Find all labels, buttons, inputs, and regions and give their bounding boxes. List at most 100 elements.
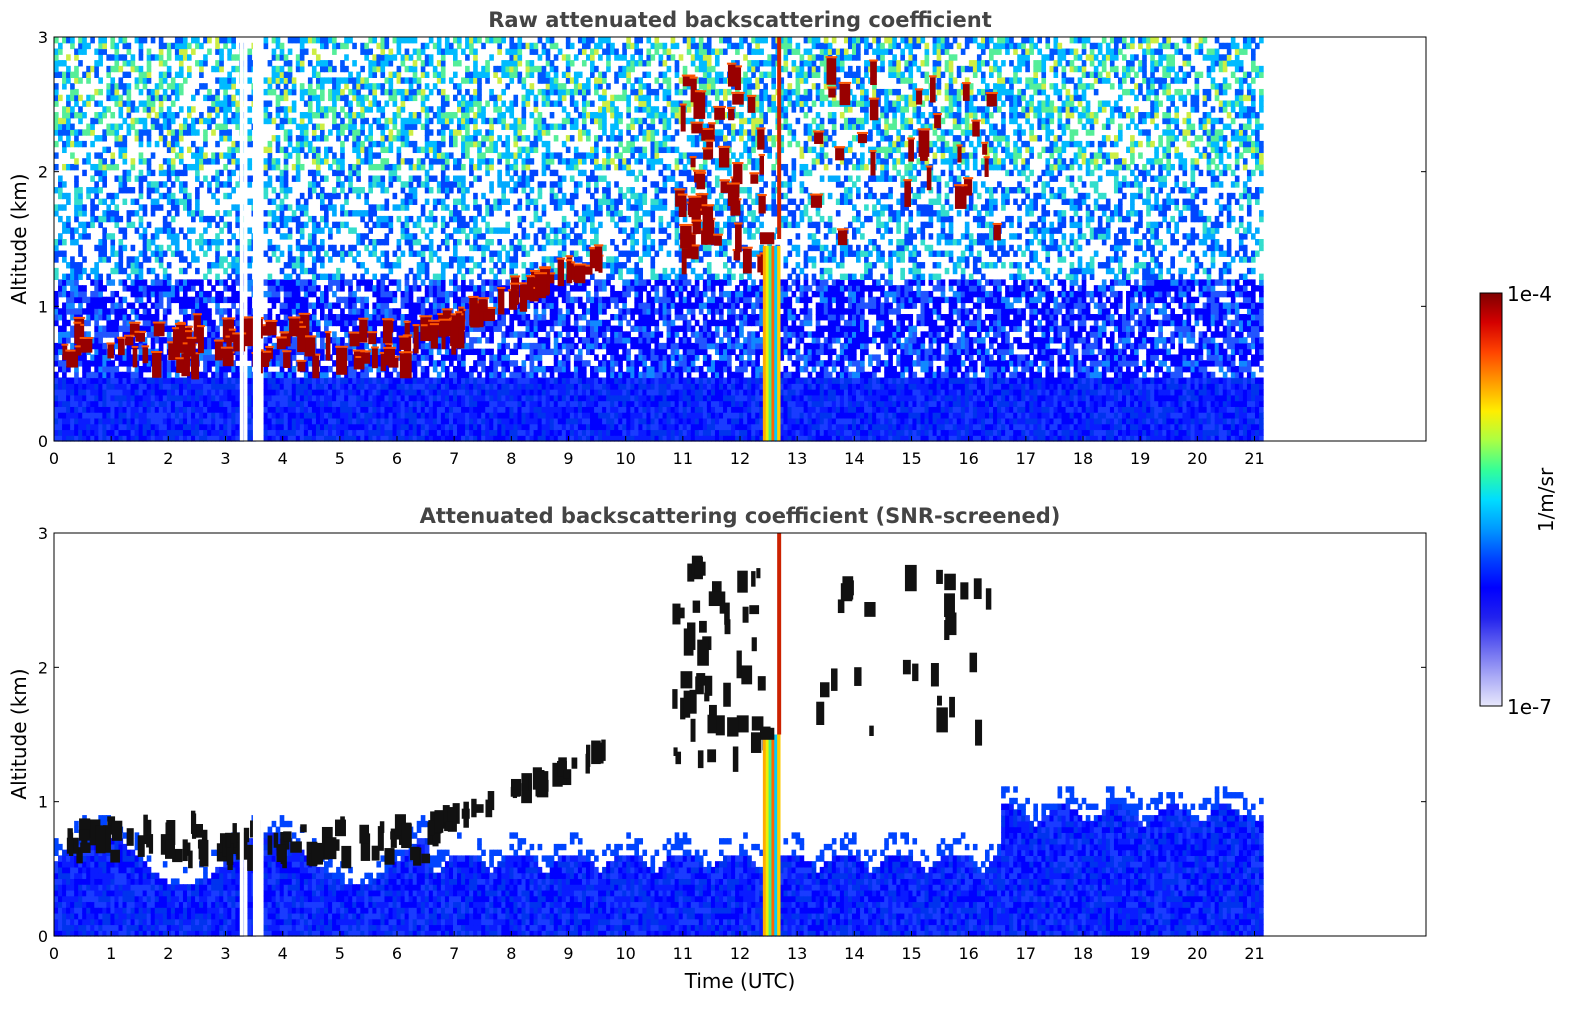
heatmap-cell [436,412,442,419]
heatmap-cell [428,377,434,384]
heatmap-cell [54,383,59,390]
heatmap-cell [207,314,212,321]
heatmap-cell [291,371,297,379]
heatmap-cell [283,423,289,431]
heatmap-cell [66,163,71,171]
heatmap-cell [332,279,337,286]
heatmap-cell [267,429,273,436]
heatmap-cell [444,239,450,246]
heatmap-cell [231,204,236,211]
heatmap-cell [380,42,386,50]
heatmap-cell [98,423,103,431]
heatmap-cell [368,88,373,96]
heatmap-cell [461,383,466,390]
heatmap-cell [70,296,75,304]
heatmap-cell [162,423,168,431]
heatmap-cell [235,239,240,246]
heatmap-cell [247,163,253,171]
heatmap-cell [102,239,107,246]
heatmap-cell [348,129,353,136]
heatmap-cell [170,412,176,419]
heatmap-cell [58,406,63,413]
heatmap-cell [328,365,333,373]
heatmap-cell [461,290,466,298]
heatmap-cell [275,65,281,73]
heatmap-cell [372,54,378,61]
heatmap-cell [348,423,353,431]
heatmap-cell [448,389,454,396]
heatmap-cell [283,192,289,200]
heatmap-cell [223,394,228,402]
heatmap-cell [94,377,99,384]
heatmap-cell [440,423,446,431]
heatmap-cell [191,152,196,159]
heatmap-cell [416,285,422,292]
heatmap-cell [380,296,386,304]
heatmap-cell [211,417,216,425]
heatmap-cell [319,65,325,73]
heatmap-cell [404,181,410,188]
heatmap-cell [509,239,515,246]
heatmap-cell [332,348,337,356]
heatmap-cell [360,435,365,442]
heatmap-cell [78,354,83,361]
heatmap-cell [485,365,490,373]
heatmap-cell [231,296,236,304]
heatmap-cell [275,360,281,367]
heatmap-cell [448,215,454,223]
heatmap-cell [231,360,236,367]
heatmap-cell [98,175,103,182]
heatmap-cell [352,400,357,407]
heatmap-cell [299,204,305,211]
heatmap-cell [94,71,99,78]
heatmap-cell [90,377,95,384]
heatmap-cell [275,389,281,396]
heatmap-cell [154,198,160,205]
heatmap-cell [110,371,116,379]
heatmap-cell [207,406,212,413]
heatmap-cell [191,123,196,130]
heatmap-cell [186,423,192,431]
heatmap-cell [368,175,373,182]
heatmap-cell [352,429,357,436]
heatmap-cell [352,146,357,154]
heatmap-cell [364,383,369,390]
heatmap-cell [102,285,107,292]
heatmap-cell [195,308,200,315]
heatmap-cell [477,383,482,390]
heatmap-cell [86,65,91,73]
heatmap-cell [372,400,378,407]
heatmap-cell [457,239,462,246]
heatmap-cell [428,88,434,96]
heatmap-cell [481,152,486,159]
heatmap-cell [344,383,349,390]
heatmap-cell [54,423,59,431]
heatmap-cell [428,256,434,263]
heatmap-cell [360,296,365,304]
heatmap-cell [291,210,297,217]
heatmap-cell [223,210,228,217]
heatmap-cell [340,285,345,292]
heatmap-cell [485,279,490,286]
heatmap-cell [122,227,128,234]
heatmap-cell [324,60,329,67]
heatmap-cell [315,192,321,200]
heatmap-cell [223,377,228,384]
heatmap-cell [307,417,313,425]
heatmap-cell [360,273,365,280]
heatmap-cell [166,389,172,396]
heatmap-cell [271,400,277,407]
heatmap-cell [481,394,486,402]
heatmap-cell [146,400,152,407]
heatmap-cell [134,290,140,298]
heatmap-cell [178,423,184,431]
heatmap-cell [477,129,482,136]
heatmap-cell [223,94,228,102]
heatmap-cell [203,394,208,402]
heatmap-cell [376,314,382,321]
heatmap-cell [493,319,498,327]
heatmap-cell [162,192,168,200]
heatmap-cell [231,435,236,442]
heatmap-cell [299,394,305,402]
heatmap-cell [509,412,515,419]
